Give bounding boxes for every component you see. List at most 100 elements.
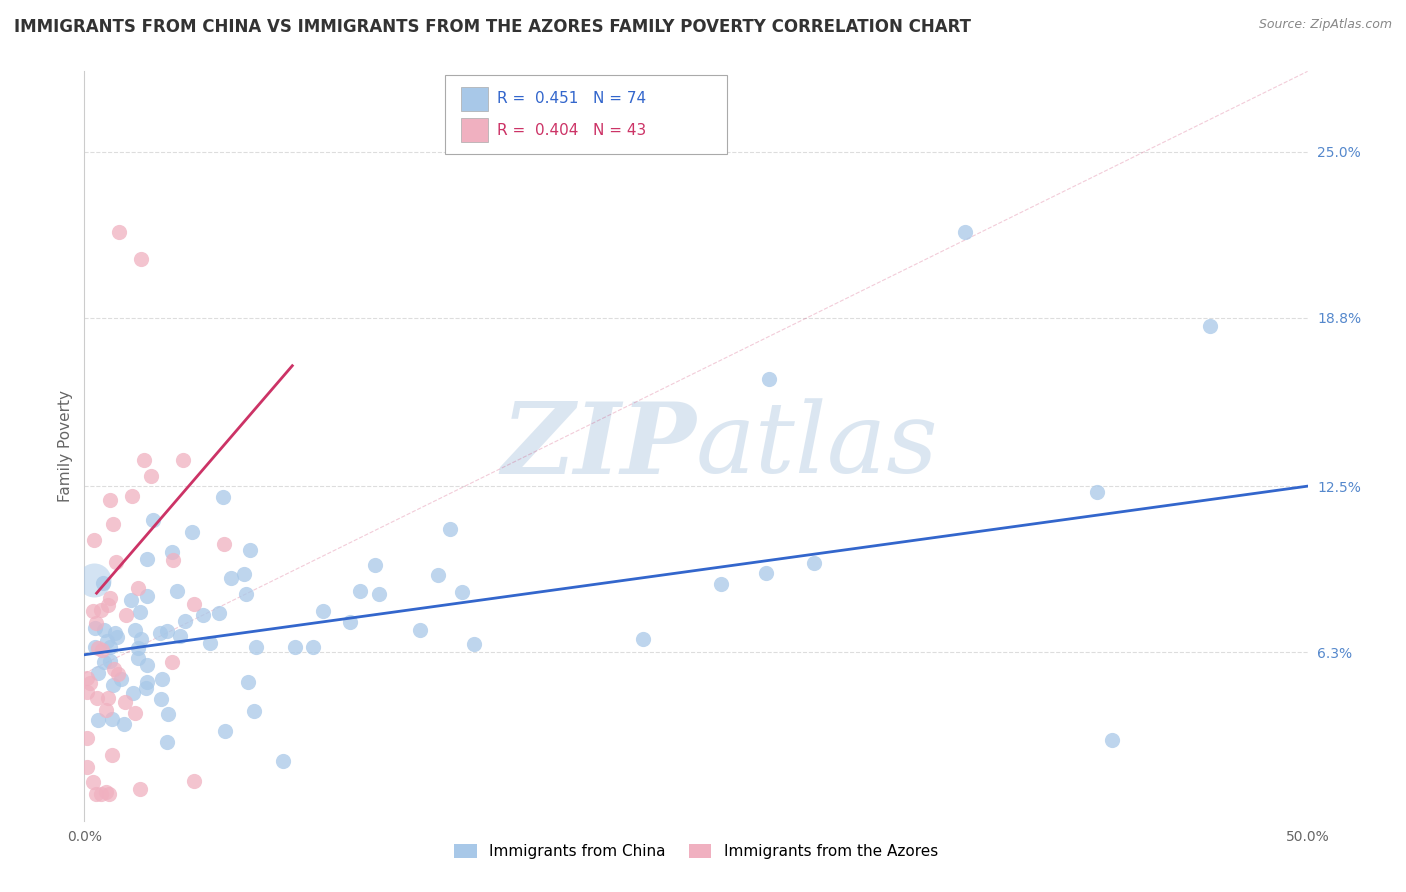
Point (107, 225, 129, 239)
Point (181, 524, 204, 539)
Point (100, 748, 122, 763)
Point (76, 760, 98, 774)
Point (1198, 318, 1220, 333)
Point (98, 787, 121, 801)
Point (631, 632, 654, 647)
Point (127, 651, 149, 665)
Point (426, 568, 449, 582)
Point (83, 533, 105, 547)
Point (98, 591, 121, 606)
Point (104, 626, 127, 640)
Text: Source: ZipAtlas.com: Source: ZipAtlas.com (1258, 18, 1392, 31)
Point (129, 252, 152, 266)
Point (129, 781, 152, 796)
Point (90, 787, 112, 801)
Point (86, 691, 108, 706)
Point (135, 552, 157, 566)
Bar (461, 87, 488, 111)
Bar (461, 118, 488, 142)
Point (463, 637, 485, 651)
Point (193, 608, 215, 623)
Point (86, 713, 108, 727)
Point (755, 566, 778, 581)
Point (139, 469, 162, 483)
Point (76, 684, 98, 698)
Point (83, 573, 105, 587)
Point (142, 513, 165, 527)
Point (122, 686, 145, 700)
Point (183, 597, 205, 611)
Point (156, 624, 179, 638)
Point (96, 784, 118, 798)
Point (710, 577, 733, 591)
Point (120, 593, 142, 607)
Point (245, 640, 267, 654)
Text: ZIP: ZIP (501, 398, 696, 494)
Point (97, 599, 120, 613)
Point (1085, 485, 1108, 500)
Point (94, 703, 117, 717)
Point (364, 558, 387, 572)
Point (115, 607, 138, 622)
Point (124, 623, 146, 637)
Point (156, 707, 179, 722)
Point (132, 453, 155, 467)
Point (208, 606, 231, 620)
Point (127, 641, 149, 656)
Point (100, 653, 122, 667)
Point (149, 626, 172, 640)
Point (235, 587, 257, 601)
Point (101, 516, 124, 531)
Point (214, 723, 236, 738)
Point (367, 587, 389, 601)
Point (156, 735, 179, 749)
Point (87, 666, 110, 681)
Point (212, 490, 235, 504)
Point (236, 675, 259, 690)
Point (150, 673, 173, 687)
Point (162, 655, 184, 669)
Point (408, 623, 430, 637)
Point (953, 225, 976, 239)
Point (273, 754, 295, 768)
Point (91, 576, 114, 591)
Point (87, 641, 110, 656)
Point (136, 589, 159, 603)
Point (339, 615, 361, 629)
Point (76, 671, 98, 685)
Point (76, 731, 98, 746)
Point (93, 623, 115, 637)
Point (84, 787, 107, 801)
Text: IMMIGRANTS FROM CHINA VS IMMIGRANTS FROM THE AZORES FAMILY POVERTY CORRELATION C: IMMIGRANTS FROM CHINA VS IMMIGRANTS FROM… (14, 18, 972, 36)
Point (103, 678, 125, 692)
Point (110, 673, 132, 687)
Y-axis label: Family Poverty: Family Poverty (58, 390, 73, 502)
Point (121, 489, 143, 503)
Point (103, 662, 125, 676)
Point (183, 773, 205, 788)
Point (803, 556, 825, 570)
Point (124, 706, 146, 720)
Point (149, 692, 172, 706)
Point (93, 655, 115, 669)
Point (349, 584, 371, 599)
Legend: Immigrants from China, Immigrants from the Azores: Immigrants from China, Immigrants from t… (449, 838, 943, 865)
Point (82, 603, 104, 617)
Point (198, 636, 221, 650)
Point (79, 676, 101, 690)
Point (127, 581, 149, 595)
Point (98, 640, 121, 655)
Point (160, 545, 183, 559)
Point (1101, 733, 1123, 747)
Point (162, 552, 184, 566)
FancyBboxPatch shape (446, 75, 727, 153)
Point (91, 643, 114, 657)
Point (239, 542, 262, 557)
Point (312, 604, 335, 618)
Point (451, 584, 474, 599)
Point (105, 630, 128, 644)
Point (166, 583, 188, 598)
Point (98, 493, 121, 508)
Point (104, 555, 127, 569)
Point (242, 704, 264, 718)
